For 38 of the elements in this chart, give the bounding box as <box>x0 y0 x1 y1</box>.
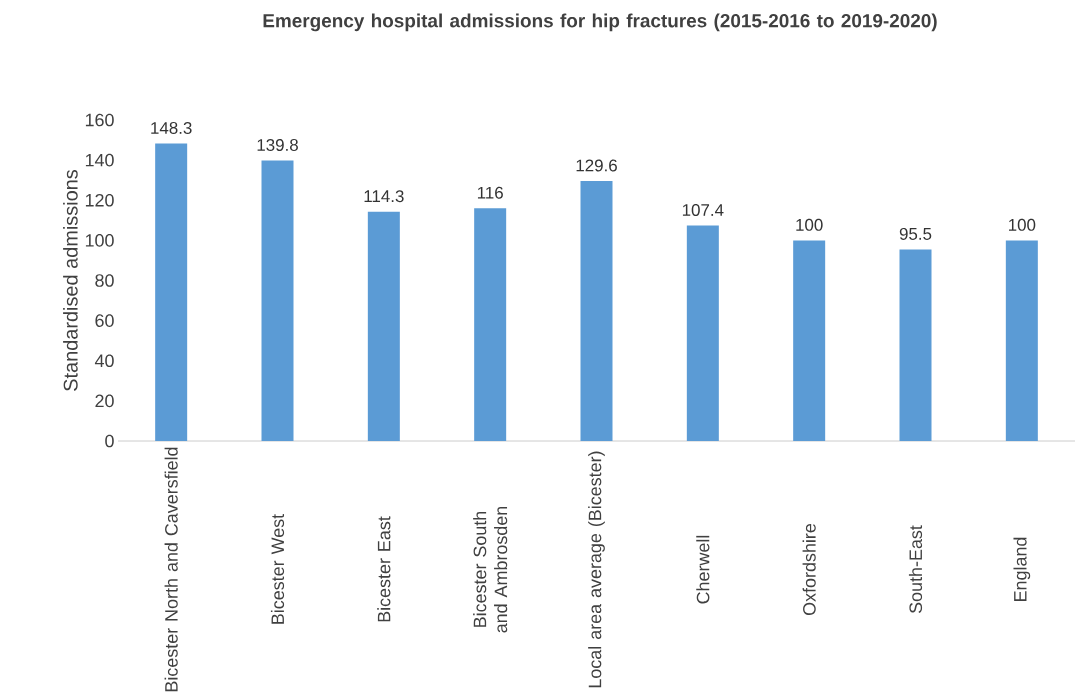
x-tick-label: England <box>1013 537 1031 601</box>
x-tick-label: Bicester North and Caversfield <box>164 447 178 692</box>
bar <box>793 240 826 441</box>
y-tick-label: 60 <box>95 314 114 327</box>
y-tick-label: 40 <box>94 354 114 368</box>
x-tick-label: Cherwell <box>696 535 710 604</box>
y-tick-label: 0 <box>105 434 114 448</box>
bar <box>686 225 719 441</box>
data-label: 100 <box>796 218 823 231</box>
data-label: 95.5 <box>899 227 932 240</box>
x-tick-label: Local area average (Bicester) <box>588 451 605 688</box>
bar <box>261 160 294 441</box>
y-axis-title: Standardised admissions <box>63 169 78 391</box>
bar <box>899 249 932 441</box>
y-tick-label: 20 <box>95 394 114 408</box>
data-label: 107.4 <box>682 204 724 217</box>
y-tick-label: 140 <box>85 153 114 167</box>
x-tick-label: Bicester West <box>270 514 285 624</box>
x-tick-label: Bicester South and Ambrosden <box>473 506 508 633</box>
x-tick-label: Bicester East <box>377 516 391 622</box>
x-tick-label: Oxfordshire <box>802 523 816 616</box>
data-label: 129.6 <box>576 159 617 172</box>
data-label: 100 <box>1009 218 1036 231</box>
data-label: 139.8 <box>257 139 298 152</box>
bar <box>155 143 188 441</box>
x-tick-label: South-East <box>908 525 923 614</box>
bar <box>580 180 613 441</box>
data-label: 148.3 <box>151 121 192 134</box>
data-label: 114.3 <box>364 190 404 203</box>
y-tick-label: 80 <box>95 274 114 287</box>
y-tick-label: 160 <box>85 113 114 127</box>
y-tick-label: 120 <box>85 193 114 207</box>
bar <box>367 211 400 441</box>
data-label: 116 <box>477 186 503 199</box>
bar <box>474 208 507 441</box>
chart-title: Emergency hospital admissions for hip fractures (2015-2016 to 2019-2020) <box>263 13 937 32</box>
bar <box>1005 240 1038 441</box>
y-tick-label: 100 <box>85 234 114 247</box>
